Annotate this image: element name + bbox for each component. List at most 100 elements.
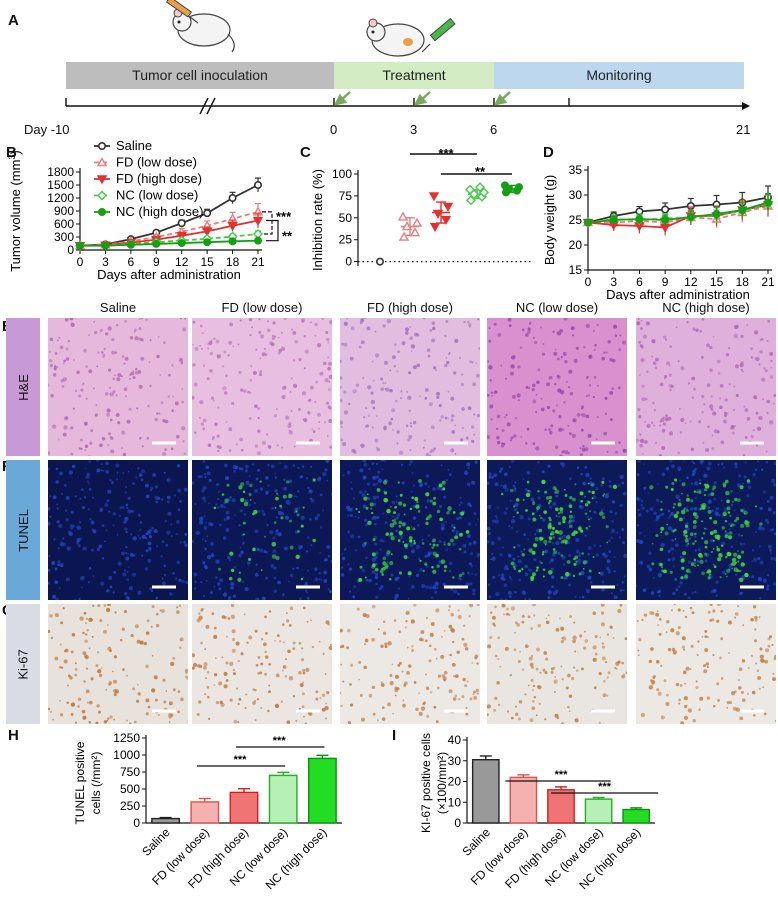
group-4 [501,181,524,197]
bar-4 [307,754,337,824]
sig-label-1: *** [438,146,454,161]
col-head-saline: Saline [99,300,137,315]
legend-label: Saline [116,140,152,153]
row-label-he: H&E [6,318,40,456]
legend-item-4: NC (high dose) [94,204,203,219]
data-point [254,180,263,189]
data-point [764,198,773,207]
bar-rect [268,774,298,824]
row-label-tunel: TUNEL [6,460,40,600]
legend-marker [98,141,107,151]
x-tick-label: 21 [251,255,265,269]
bar-1 [190,797,220,824]
data-point [440,215,452,225]
data-point [409,227,421,237]
data-point [152,239,161,248]
day-label-6: 6 [490,122,498,137]
data-point [252,216,264,226]
group-2 [428,192,454,232]
col-head-nc-low: NC (low dose) [515,300,599,315]
stage-monitoring: Monitoring [494,62,744,89]
x-axis-label: Days after administration [97,267,241,282]
category-label: Saline [139,825,173,859]
legend-marker [96,157,108,167]
panel-letter-b: B [6,144,17,161]
y-tick-label: 900 [54,204,74,218]
y-tick-label: 10 [448,795,462,809]
group-0 [376,257,385,266]
x-tick-label: 15 [710,275,724,289]
data-point [465,184,475,195]
data-point [228,237,237,246]
panel-letter-h: H [8,727,19,744]
timeline-axis [65,91,750,115]
data-point [398,231,410,241]
data-point [228,193,237,202]
data-point [475,182,485,193]
stage-inoculation: Tumor cell inoculation [66,62,334,89]
y-tick-label: 100 [332,167,352,181]
y-tick-label: 0 [454,816,461,830]
legend-item-2: FD (high dose) [94,171,202,186]
data-point [428,192,440,202]
micrograph-he-1 [192,318,332,456]
panel-letter-d: D [543,144,554,161]
data-point [479,187,489,198]
panel-letter-a: A [8,12,19,29]
y-tick-label: 25 [339,233,353,247]
micrograph-he-4 [636,318,776,456]
y-axis-label-2: cells (/mm²) [89,752,103,815]
series-line [587,201,769,224]
data-point [659,223,671,233]
bar-rect [471,759,500,824]
series-line [587,196,769,224]
col-head-fd-high: FD (high dose) [367,300,453,315]
x-tick-label: 6 [128,255,135,269]
y-tick-label: 1000 [113,748,140,762]
sig-label-2: *** [598,781,612,793]
panel-letter-c: C [300,144,311,161]
x-tick-label: 15 [200,255,214,269]
mouse-injection-icon [165,0,235,53]
y-axis-label-1: KI-67 positive cells [419,733,433,833]
micrograph-ki67-0 [48,604,188,724]
legend-item-3: NC (low dose) [94,188,198,203]
y-tick-label: 1250 [113,731,140,745]
micrograph-tunel-3 [487,460,627,600]
data-point [635,215,644,224]
data-point [397,211,409,221]
series-4 [76,236,263,250]
micrograph-he-2 [340,318,480,456]
bar-1 [509,774,538,824]
significance-brackets: ***** [262,209,293,244]
data-point [442,202,454,212]
y-tick-label: 35 [569,163,583,177]
data-point [661,205,670,214]
data-point [401,221,413,231]
micrograph-tunel-0 [48,460,188,600]
y-tick-label: 500 [120,782,140,796]
y-tick-label: 0 [67,243,74,257]
y-axis-label-1: TUNEL positive [73,741,87,824]
bracket-1 [262,211,273,235]
y-axis-label: Inhibition rate (%) [310,169,325,271]
x-tick-label: 18 [226,255,240,269]
series-line [79,210,259,247]
data-point [101,241,110,250]
y-tick-label: 1200 [47,191,74,205]
category-label: Saline [459,825,493,859]
day-label-3: 3 [410,122,418,137]
x-tick-label: 9 [153,255,160,269]
y-tick-label: 250 [120,799,140,813]
x-tick-label: 0 [77,255,84,269]
stage-treatment: Treatment [334,62,494,89]
y-tick-label: 0 [133,816,140,830]
y-tick-label: 25 [569,213,583,227]
data-point [126,240,135,249]
micrograph-tunel-1 [192,460,332,600]
data-point [686,213,695,222]
bar-rect [622,808,651,824]
y-axis-label: Tumor volume (mm3) [7,150,23,272]
